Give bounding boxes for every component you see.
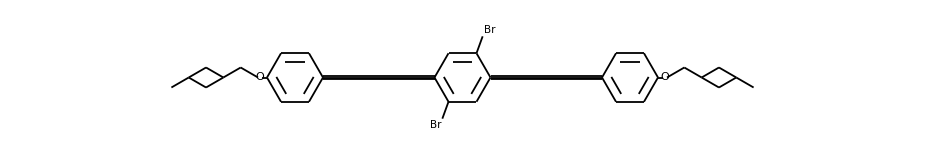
- Text: O: O: [660, 73, 670, 82]
- Text: O: O: [255, 73, 265, 82]
- Text: Br: Br: [430, 120, 441, 130]
- Text: Br: Br: [484, 25, 495, 35]
